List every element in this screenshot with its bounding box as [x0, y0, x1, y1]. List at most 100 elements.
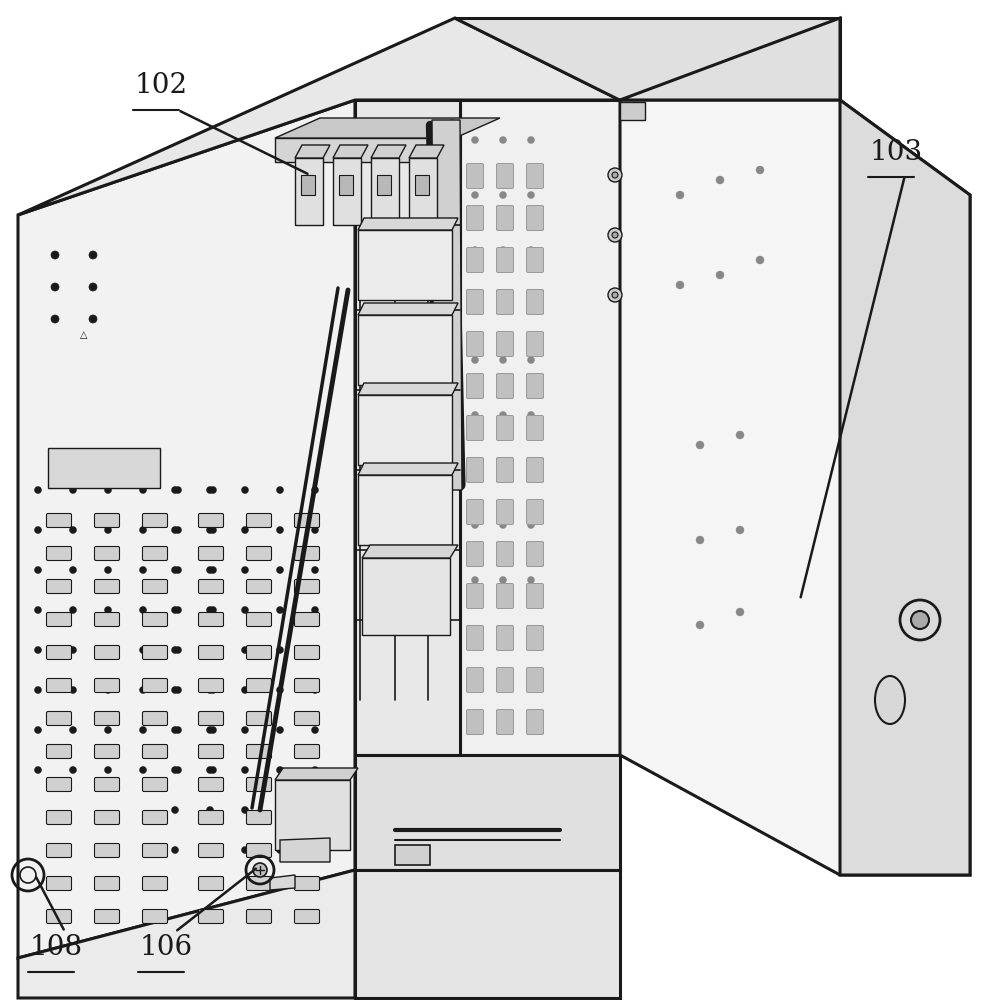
Circle shape — [172, 606, 179, 613]
FancyBboxPatch shape — [199, 612, 224, 626]
Circle shape — [175, 526, 182, 534]
Polygon shape — [620, 102, 645, 120]
FancyBboxPatch shape — [47, 910, 72, 924]
FancyBboxPatch shape — [95, 876, 120, 890]
FancyBboxPatch shape — [527, 332, 544, 357]
Circle shape — [242, 846, 249, 854]
FancyBboxPatch shape — [143, 546, 168, 560]
Polygon shape — [333, 158, 361, 225]
Polygon shape — [415, 175, 429, 195]
FancyBboxPatch shape — [466, 206, 483, 231]
Circle shape — [736, 431, 744, 439]
Circle shape — [105, 766, 112, 774]
FancyBboxPatch shape — [95, 810, 120, 824]
FancyBboxPatch shape — [95, 612, 120, 626]
Circle shape — [89, 283, 97, 291]
FancyBboxPatch shape — [496, 416, 514, 440]
Polygon shape — [301, 175, 315, 195]
Circle shape — [471, 412, 478, 418]
FancyBboxPatch shape — [294, 546, 319, 560]
Circle shape — [70, 647, 77, 654]
FancyBboxPatch shape — [143, 810, 168, 824]
Text: 106: 106 — [140, 934, 194, 961]
Circle shape — [311, 766, 318, 774]
FancyBboxPatch shape — [466, 458, 483, 483]
Circle shape — [500, 192, 507, 198]
Circle shape — [471, 466, 478, 474]
Circle shape — [242, 526, 249, 534]
FancyBboxPatch shape — [247, 712, 271, 726]
Circle shape — [140, 487, 147, 493]
Circle shape — [207, 686, 214, 694]
FancyBboxPatch shape — [47, 546, 72, 560]
FancyBboxPatch shape — [466, 499, 483, 524]
Circle shape — [276, 766, 283, 774]
FancyBboxPatch shape — [247, 744, 271, 758]
FancyBboxPatch shape — [527, 626, 544, 650]
Polygon shape — [275, 768, 358, 780]
Polygon shape — [358, 383, 458, 395]
Circle shape — [210, 766, 217, 774]
FancyBboxPatch shape — [527, 247, 544, 272]
Circle shape — [500, 466, 507, 474]
Circle shape — [172, 726, 179, 734]
Circle shape — [242, 647, 249, 654]
Circle shape — [140, 606, 147, 613]
Circle shape — [51, 315, 59, 323]
Circle shape — [140, 686, 147, 694]
Circle shape — [70, 566, 77, 574]
Circle shape — [528, 412, 535, 418]
Circle shape — [35, 766, 42, 774]
FancyBboxPatch shape — [143, 910, 168, 924]
Circle shape — [70, 526, 77, 534]
Circle shape — [608, 288, 622, 302]
Circle shape — [311, 487, 318, 493]
Circle shape — [210, 526, 217, 534]
FancyBboxPatch shape — [294, 876, 319, 890]
Circle shape — [471, 522, 478, 528]
Circle shape — [89, 315, 97, 323]
FancyBboxPatch shape — [527, 710, 544, 734]
Circle shape — [756, 166, 764, 174]
Circle shape — [70, 686, 77, 694]
Circle shape — [500, 576, 507, 584]
Circle shape — [207, 526, 214, 534]
FancyBboxPatch shape — [47, 810, 72, 824]
Polygon shape — [333, 145, 368, 158]
FancyBboxPatch shape — [47, 744, 72, 758]
FancyBboxPatch shape — [247, 580, 271, 593]
FancyBboxPatch shape — [527, 584, 544, 608]
Circle shape — [172, 647, 179, 654]
Circle shape — [175, 647, 182, 654]
FancyBboxPatch shape — [294, 910, 319, 924]
Polygon shape — [358, 303, 458, 315]
Circle shape — [105, 566, 112, 574]
Polygon shape — [840, 100, 970, 875]
FancyBboxPatch shape — [199, 678, 224, 692]
Polygon shape — [377, 175, 391, 195]
Circle shape — [911, 611, 929, 629]
FancyBboxPatch shape — [294, 744, 319, 758]
Circle shape — [676, 281, 684, 289]
Circle shape — [500, 136, 507, 143]
FancyBboxPatch shape — [95, 744, 120, 758]
FancyBboxPatch shape — [247, 546, 271, 560]
Circle shape — [172, 846, 179, 854]
Circle shape — [89, 251, 97, 259]
Circle shape — [500, 302, 507, 308]
Circle shape — [172, 566, 179, 574]
Circle shape — [276, 606, 283, 613]
FancyBboxPatch shape — [143, 678, 168, 692]
Polygon shape — [339, 175, 353, 195]
Circle shape — [35, 686, 42, 694]
FancyBboxPatch shape — [47, 678, 72, 692]
FancyBboxPatch shape — [496, 499, 514, 524]
FancyBboxPatch shape — [466, 710, 483, 734]
FancyBboxPatch shape — [496, 163, 514, 188]
FancyBboxPatch shape — [95, 910, 120, 924]
FancyBboxPatch shape — [47, 580, 72, 593]
Circle shape — [608, 168, 622, 182]
FancyBboxPatch shape — [294, 646, 319, 660]
FancyBboxPatch shape — [527, 416, 544, 440]
FancyBboxPatch shape — [95, 712, 120, 726]
